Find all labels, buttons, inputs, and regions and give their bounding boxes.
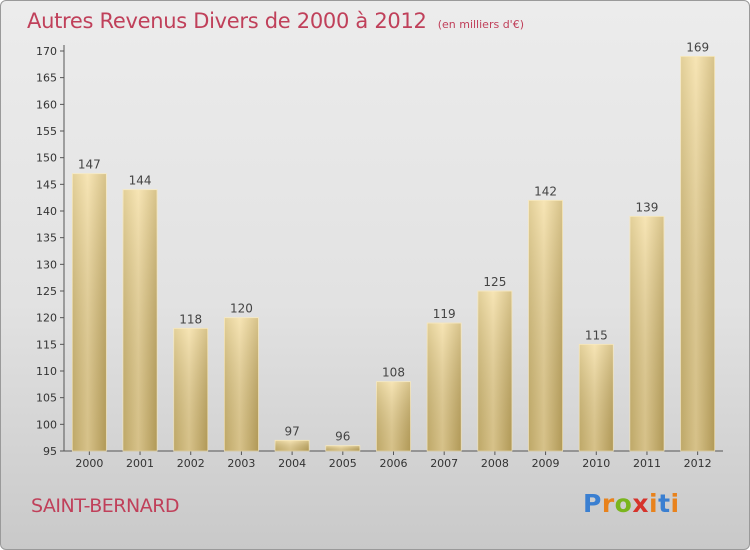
logo-letter: r <box>601 489 615 518</box>
logo-letter: o <box>614 489 633 518</box>
x-tick-label: 2000 <box>75 457 103 470</box>
logo-letter: i <box>649 489 659 518</box>
y-tick-label: 135 <box>36 232 57 245</box>
data-label: 142 <box>534 184 557 198</box>
bar-shade <box>325 445 360 451</box>
data-label: 118 <box>179 312 202 326</box>
bar-shade <box>680 56 715 451</box>
y-tick-label: 155 <box>36 125 57 138</box>
y-tick-label: 115 <box>36 338 57 351</box>
logo-letter: x <box>632 489 649 518</box>
proxiti-logo: Proxiti <box>583 489 680 518</box>
y-tick-label: 170 <box>36 45 57 58</box>
bar-shade <box>427 323 462 451</box>
logo-letter: P <box>583 489 602 518</box>
bar-shade <box>173 328 208 451</box>
y-tick-label: 110 <box>36 365 57 378</box>
bar-shade <box>224 317 259 451</box>
data-label: 97 <box>284 424 299 438</box>
data-label: 96 <box>335 430 350 444</box>
x-tick-label: 2009 <box>532 457 560 470</box>
y-tick-label: 140 <box>36 205 57 218</box>
y-tick-label: 130 <box>36 258 57 271</box>
y-tick-label: 105 <box>36 392 57 405</box>
x-tick-label: 2003 <box>227 457 255 470</box>
x-tick-label: 2004 <box>278 457 306 470</box>
bar-shade <box>123 189 158 451</box>
x-tick-label: 2005 <box>329 457 357 470</box>
y-tick-label: 100 <box>36 418 57 431</box>
commune-name: SAINT-BERNARD <box>31 495 180 517</box>
data-label: 144 <box>129 174 152 188</box>
x-tick-label: 2001 <box>126 457 154 470</box>
y-tick-label: 150 <box>36 152 57 165</box>
y-tick-label: 145 <box>36 178 57 191</box>
y-tick-label: 160 <box>36 98 57 111</box>
data-label: 169 <box>686 40 709 54</box>
bar-shade <box>579 344 614 451</box>
data-label: 108 <box>382 366 405 380</box>
bar-shade <box>477 291 512 451</box>
data-label: 139 <box>636 200 659 214</box>
data-label: 120 <box>230 302 253 316</box>
x-tick-label: 2008 <box>481 457 509 470</box>
data-labels: 147 144 118 120 97 96 108 119 125 142 115 139 169 <box>78 40 709 443</box>
data-label: 115 <box>585 328 608 342</box>
x-tick-label: 2007 <box>430 457 458 470</box>
x-tick-label: 2010 <box>582 457 610 470</box>
bar-shade <box>72 173 107 451</box>
y-tick-label: 95 <box>43 445 57 458</box>
x-tick-label: 2011 <box>633 457 661 470</box>
chart-title: Autres Revenus Divers de 2000 à 2012 <box>27 9 427 33</box>
bars <box>71 55 716 452</box>
y-tick-label: 120 <box>36 312 57 325</box>
data-label: 119 <box>433 307 456 321</box>
chart-header: Autres Revenus Divers de 2000 à 2012 (en… <box>27 9 524 33</box>
y-tick-label: 165 <box>36 72 57 85</box>
logo-letter: i <box>670 489 680 518</box>
data-label: 147 <box>78 158 101 172</box>
data-label: 125 <box>483 275 506 289</box>
x-tick-label: 2002 <box>177 457 205 470</box>
bar-shade <box>275 440 310 451</box>
axes: 95 100 105 110 115 120 125 130 135 140 145 150 155 16… <box>36 45 723 470</box>
x-tick-label: 2012 <box>684 457 712 470</box>
bar-shade <box>528 200 563 451</box>
y-tick-label: 125 <box>36 285 57 298</box>
chart-subtitle: (en milliers d'€) <box>437 18 524 31</box>
x-tick-label: 2006 <box>380 457 408 470</box>
logo-letter: t <box>658 489 671 518</box>
bar-shade <box>629 216 664 451</box>
bar-shade <box>376 381 411 451</box>
